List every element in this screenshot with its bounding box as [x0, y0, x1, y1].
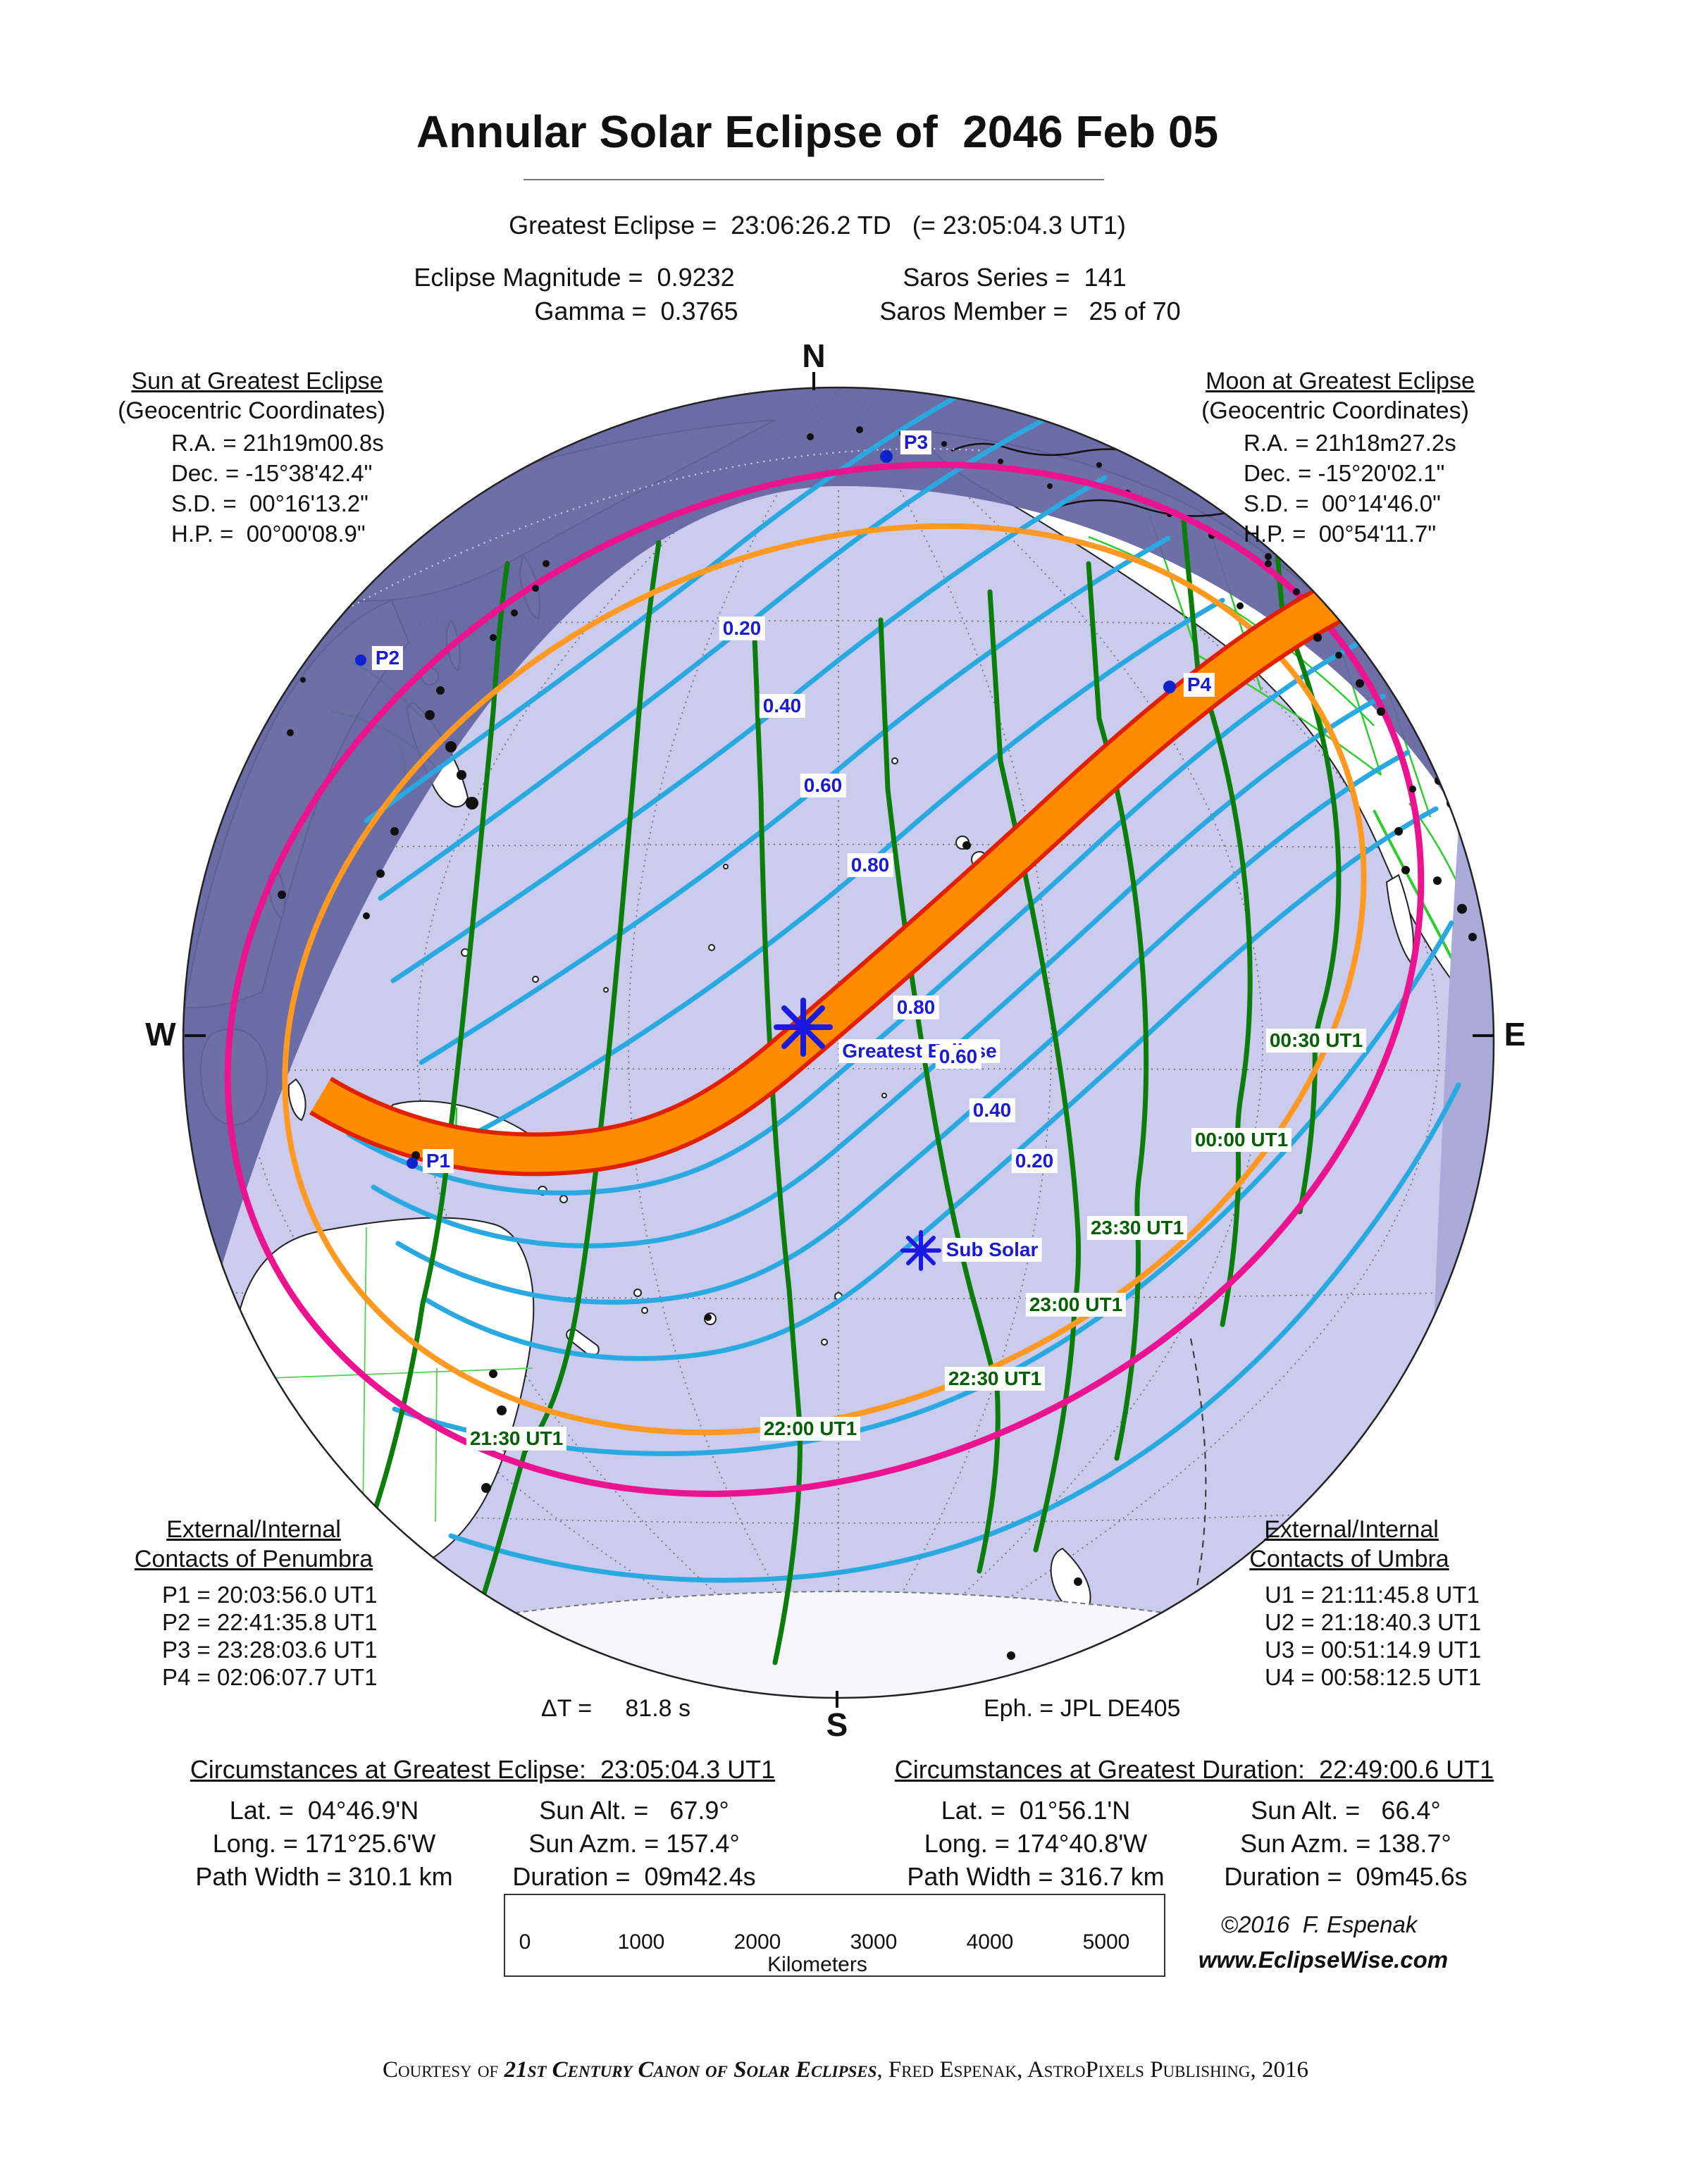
greatest-eclipse-marker: [774, 998, 833, 1057]
label-mag-nw-040: 0.40: [759, 694, 805, 718]
compass-west: W: [145, 1016, 176, 1053]
circ-eclipse-duration: Duration = 09m42.4s: [512, 1862, 756, 1891]
penumbra-p2: P2 = 22:41:35.8 UT1: [162, 1609, 378, 1635]
penumbra-p3: P3 = 23:28:03.6 UT1: [162, 1637, 378, 1663]
circ-duration-sun-alt: Sun Alt. = 66.4°: [1251, 1796, 1441, 1825]
eclipse-magnitude: Eclipse Magnitude = 0.9232: [414, 263, 735, 292]
moon-heading: Moon at Greatest Eclipse: [1206, 368, 1475, 395]
moon-ra: R.A. = 21h18m27.2s: [1244, 430, 1456, 456]
contact-point-dots: [355, 450, 1176, 1169]
credit-website: www.EclipseWise.com: [1198, 1947, 1449, 1973]
time-contours: [371, 483, 1342, 1665]
scale-tick-3000: 3000: [850, 1930, 898, 1954]
umbra-u3: U3 = 00:51:14.9 UT1: [1265, 1637, 1482, 1663]
title-divider: [524, 179, 1104, 180]
label-p2: P2: [371, 646, 404, 670]
moon-hp: H.P. = 00°54'11.7": [1244, 521, 1437, 547]
label-time-2330: 23:30 UT1: [1086, 1216, 1188, 1240]
circ-duration-heading: Circumstances at Greatest Duration: 22:4…: [894, 1755, 1494, 1784]
scale-tick-2000: 2000: [733, 1930, 781, 1954]
scale-tick-4000: 4000: [966, 1930, 1014, 1954]
scale-tick-0: 0: [519, 1930, 531, 1954]
circ-duration-path-width: Path Width = 316.7 km: [907, 1862, 1165, 1891]
label-time-2230: 22:30 UT1: [944, 1367, 1046, 1391]
circ-eclipse-sun-alt: Sun Alt. = 67.9°: [539, 1796, 729, 1825]
saros-member: Saros Member = 25 of 70: [879, 297, 1181, 325]
sub-solar-marker: [900, 1230, 941, 1271]
circ-duration-sun-azm: Sun Azm. = 138.7°: [1240, 1829, 1451, 1858]
sun-dec: Dec. = -15°38'42.4": [171, 460, 373, 486]
label-time-0000: 00:00 UT1: [1191, 1128, 1292, 1152]
compass-north: N: [802, 337, 826, 374]
credit-author: ©2016 F. Espenak: [1220, 1911, 1418, 1937]
umbra-heading1: External/Internal: [1264, 1516, 1439, 1543]
label-mag-nw-060: 0.60: [800, 774, 846, 798]
sun-sd: S.D. = 00°16'13.2": [171, 490, 368, 516]
sun-hp: H.P. = 00°00'08.9": [171, 521, 366, 547]
footer-suffix: , Fred Espenak, AstroPixels Publishing, …: [877, 2057, 1309, 2083]
circ-eclipse-heading: Circumstances at Greatest Eclipse: 23:05…: [190, 1755, 776, 1784]
magnitude-contours: [346, 387, 1461, 1583]
moon-sd: S.D. = 00°14'46.0": [1244, 490, 1441, 516]
label-time-2300: 23:00 UT1: [1025, 1293, 1127, 1317]
penumbra-p1: P1 = 20:03:56.0 UT1: [162, 1582, 378, 1608]
footer-prefix: Courtesy of: [382, 2057, 504, 2083]
saros-series: Saros Series = 141: [903, 263, 1127, 292]
twilight-strip: [1434, 817, 1494, 1324]
circ-duration-lat: Lat. = 01°56.1'N: [941, 1796, 1131, 1825]
greatest-eclipse-line: Greatest Eclipse = 23:06:26.2 TD (= 23:0…: [509, 211, 1126, 240]
circ-duration-long: Long. = 174°40.8'W: [924, 1829, 1148, 1858]
scale-bar-box: [504, 1894, 1165, 1977]
antarctica: [508, 1591, 1172, 1698]
ephemeris: Eph. = JPL DE405: [984, 1695, 1181, 1722]
delta-t: ΔT = 81.8 s: [541, 1695, 691, 1722]
label-mag-se-040: 0.40: [969, 1098, 1015, 1122]
sun-ra: R.A. = 21h19m00.8s: [171, 430, 384, 456]
page-title: Annular Solar Eclipse of 2046 Feb 05: [416, 106, 1219, 157]
label-mag-se-080: 0.80: [893, 995, 939, 1019]
arctic-coast-texture: [950, 442, 1290, 521]
label-time-0030: 00:30 UT1: [1265, 1029, 1367, 1053]
penumbra-p4: P4 = 02:06:07.7 UT1: [162, 1664, 378, 1690]
label-mag-nw-020: 0.20: [719, 616, 765, 640]
moon-subheading: (Geocentric Coordinates): [1201, 397, 1469, 424]
sun-subheading: (Geocentric Coordinates): [118, 397, 385, 424]
footer-credit: Courtesy of 21st Century Canon of Solar …: [0, 2057, 1691, 2083]
footer-book-title: 21st Century Canon of Solar Eclipses: [504, 2057, 877, 2083]
label-time-2130: 21:30 UT1: [466, 1427, 567, 1451]
circ-eclipse-path-width: Path Width = 310.1 km: [195, 1862, 453, 1891]
moon-dec: Dec. = -15°20'02.1": [1244, 460, 1445, 486]
circ-eclipse-lat: Lat. = 04°46.9'N: [229, 1796, 419, 1825]
date-line: [1183, 1338, 1207, 1642]
annular-path: [309, 585, 1341, 1177]
compass-east: E: [1504, 1016, 1526, 1053]
umbra-u4: U4 = 00:58:12.5 UT1: [1265, 1664, 1482, 1690]
label-p1: P1: [422, 1149, 454, 1173]
gamma: Gamma = 0.3765: [534, 297, 738, 325]
label-mag-se-060: 0.60: [935, 1045, 981, 1069]
circ-duration-duration: Duration = 09m45.6s: [1224, 1862, 1468, 1891]
umbra-u1: U1 = 21:11:45.8 UT1: [1265, 1582, 1480, 1608]
label-p3: P3: [900, 430, 932, 454]
circ-eclipse-long: Long. = 171°25.6'W: [212, 1829, 436, 1858]
scale-tick-5000: 5000: [1082, 1930, 1130, 1954]
scale-tick-1000: 1000: [617, 1930, 665, 1954]
label-sub-solar: Sub Solar: [942, 1238, 1042, 1262]
penumbra-heading1: External/Internal: [166, 1516, 341, 1543]
label-mag-nw-080: 0.80: [847, 853, 893, 877]
umbra-heading2: Contacts of Umbra: [1249, 1546, 1449, 1572]
umbra-u2: U2 = 21:18:40.3 UT1: [1265, 1609, 1482, 1635]
compass-south: S: [826, 1706, 848, 1743]
sun-heading: Sun at Greatest Eclipse: [131, 368, 383, 395]
terminator-dots: [352, 447, 987, 607]
label-mag-se-020: 0.20: [1011, 1149, 1058, 1173]
label-time-2200: 22:00 UT1: [760, 1417, 861, 1441]
scale-unit: Kilometers: [767, 1953, 867, 1976]
penumbra-heading2: Contacts of Penumbra: [134, 1546, 373, 1572]
label-p4: P4: [1183, 673, 1215, 697]
circ-eclipse-sun-azm: Sun Azm. = 157.4°: [528, 1829, 740, 1858]
